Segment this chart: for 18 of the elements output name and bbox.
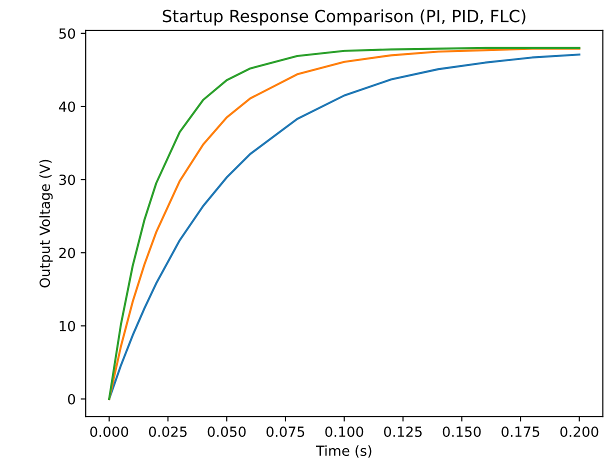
x-tick-label: 0.150 — [442, 426, 481, 437]
x-tick-label: 0.200 — [560, 426, 598, 437]
y-tick-label: 10 — [60, 320, 76, 332]
x-tick-label: 0.075 — [266, 426, 304, 437]
x-tick-label: 0.025 — [148, 426, 187, 437]
y-axis-title: Output Voltage (V) — [39, 160, 53, 288]
chart-title: Startup Response Comparison (PI, PID, FLC) — [162, 9, 526, 26]
x-tick-label: 0.000 — [90, 426, 128, 437]
x-axis-title: Time (s) — [316, 445, 372, 458]
x-tick-label: 0.175 — [502, 426, 540, 437]
x-tick-label: 0.100 — [325, 426, 364, 437]
y-tick-label: 40 — [58, 101, 76, 112]
y-tick-label: 50 — [59, 28, 76, 39]
x-tick-label: 0.050 — [208, 426, 246, 437]
x-tick-label: 0.125 — [384, 426, 422, 437]
y-tick-label: 30 — [59, 174, 76, 186]
y-tick-label: 20 — [59, 248, 76, 258]
y-tick-label: 0 — [68, 394, 76, 404]
